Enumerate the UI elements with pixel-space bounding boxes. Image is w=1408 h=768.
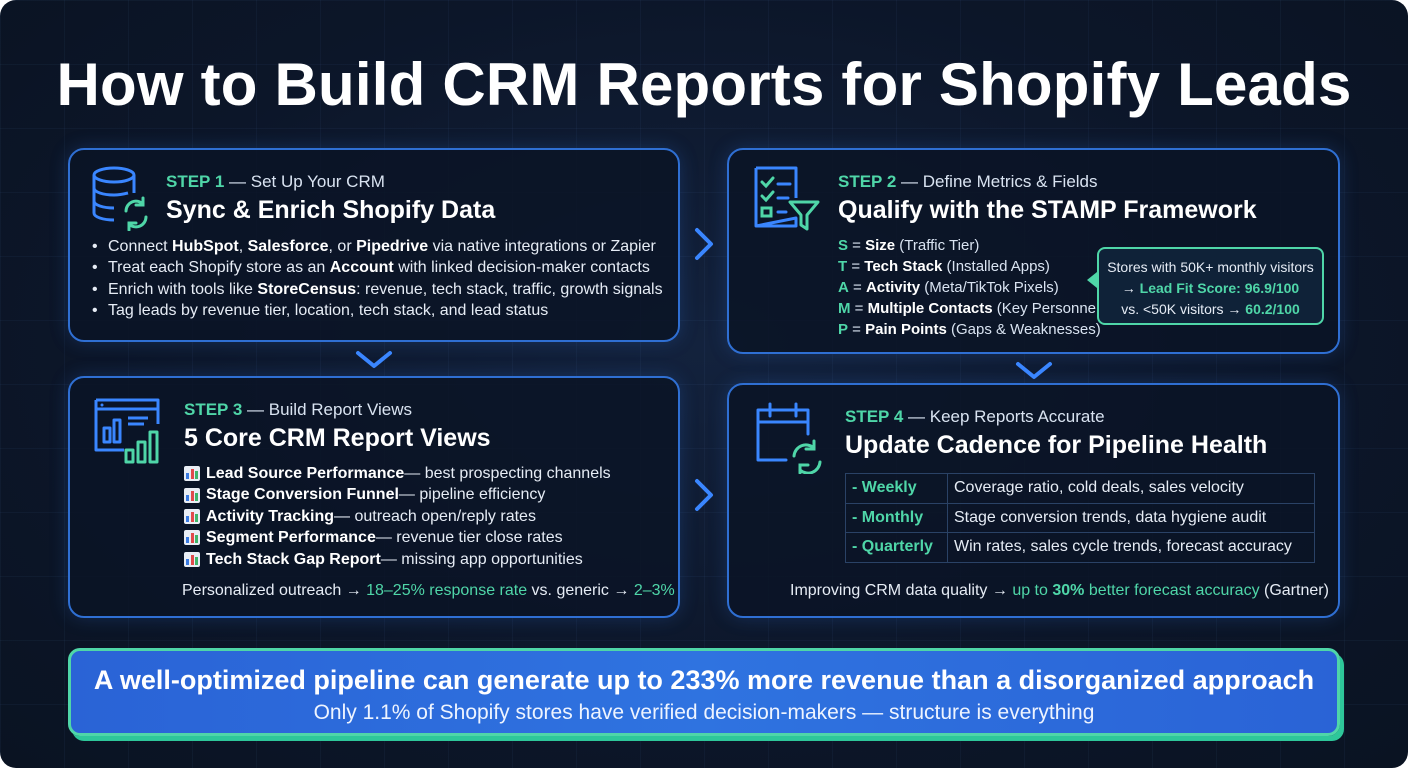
step1-bullet-list: Connect HubSpot, Salesforce, or Pipedriv…	[90, 236, 663, 321]
banner-headline: A well-optimized pipeline can generate u…	[93, 665, 1315, 695]
cadence-frequency: - Monthly	[845, 502, 948, 533]
lead-fit-callout: Stores with 50K+ monthly visitors → Lead…	[1097, 247, 1324, 325]
step4-label: STEP 4 — Keep Reports Accurate	[845, 407, 1105, 426]
stamp-row-p: P = Pain Points (Gaps & Weaknesses)	[838, 321, 1101, 338]
table-row: - Quarterly Win rates, sales cycle trends…	[845, 532, 1315, 563]
bar-chart-icon	[184, 551, 200, 567]
bar-chart-icon	[184, 530, 200, 546]
list-item: Enrich with tools like StoreCensus: reve…	[90, 279, 663, 301]
table-row: - Monthly Stage conversion trends, data h…	[845, 502, 1315, 533]
list-item: Stage Conversion Funnel — pipeline effic…	[184, 484, 611, 505]
step3-card	[68, 376, 680, 618]
database-sync-icon	[92, 166, 148, 231]
list-item: Segment Performance — revenue tier close…	[184, 527, 611, 548]
step3-label: STEP 3 — Build Report Views	[184, 400, 413, 419]
table-row: - Weekly Coverage ratio, cold deals, sale…	[845, 473, 1315, 504]
bar-chart-icon	[184, 466, 200, 482]
step3-stat-note: Personalized outreach → 18–25% response …	[182, 582, 675, 599]
step4-heading: Update Cadence for Pipeline Health	[845, 431, 1268, 459]
chevron-right-icon	[695, 228, 713, 260]
step2-label: STEP 2 — Define Metrics & Fields	[838, 172, 1098, 191]
chevron-right-icon	[695, 479, 713, 511]
cadence-tasks: Win rates, sales cycle trends, forecast …	[947, 532, 1315, 563]
stamp-row-a: A = Activity (Meta/TikTok Pixels)	[838, 279, 1059, 296]
list-item: Lead Source Performance — best prospecti…	[184, 463, 611, 484]
stamp-framework-list: S = Size (Traffic Tier) T = Tech Stack (…	[838, 235, 1104, 340]
stamp-row-t: T = Tech Stack (Installed Apps)	[838, 258, 1050, 275]
step1-heading: Sync & Enrich Shopify Data	[166, 196, 496, 224]
page-title: How to Build CRM Reports for Shopify Lea…	[56, 51, 1352, 118]
chevron-down-icon	[356, 351, 392, 368]
callout-line: Stores with 50K+ monthly visitors	[1107, 259, 1314, 275]
cadence-tasks: Coverage ratio, cold deals, sales veloci…	[947, 473, 1315, 504]
checklist-filter-icon	[754, 166, 820, 231]
list-item: Treat each Shopify store as an Account w…	[90, 257, 663, 279]
bar-chart-icon	[184, 487, 200, 503]
chevron-down-icon	[1016, 362, 1052, 379]
stamp-row-s: S = Size (Traffic Tier)	[838, 237, 980, 254]
report-views-list: Lead Source Performance — best prospecti…	[184, 463, 611, 570]
list-item: Tag leads by revenue tier, location, tec…	[90, 300, 663, 322]
stamp-row-m: M = Multiple Contacts (Key Personnel)	[838, 300, 1105, 317]
bar-chart-icon	[184, 509, 200, 525]
step2-heading: Qualify with the STAMP Framework	[838, 196, 1257, 224]
cadence-frequency: - Weekly	[845, 473, 948, 504]
list-item: Activity Tracking — outreach open/reply …	[184, 506, 611, 527]
bar-chart-dashboard-icon	[94, 398, 160, 464]
callout-line: → Lead Fit Score: 96.9/100	[1121, 280, 1300, 296]
update-cadence-table: - Weekly Coverage ratio, cold deals, sale…	[845, 473, 1315, 563]
step3-heading: 5 Core CRM Report Views	[184, 424, 491, 452]
cadence-tasks: Stage conversion trends, data hygiene au…	[947, 502, 1315, 533]
list-item: Tech Stack Gap Report — missing app oppo…	[184, 549, 611, 570]
summary-banner: A well-optimized pipeline can generate u…	[68, 648, 1340, 736]
step4-stat-note: Improving CRM data quality → up to 30% b…	[790, 582, 1329, 599]
callout-pointer	[1087, 272, 1097, 288]
step1-label: STEP 1 — Set Up Your CRM	[166, 172, 385, 191]
banner-subline: Only 1.1% of Shopify stores have verifie…	[313, 701, 1095, 724]
list-item: Connect HubSpot, Salesforce, or Pipedriv…	[90, 236, 663, 258]
calendar-refresh-icon	[756, 402, 822, 474]
callout-line: vs. <50K visitors → 60.2/100	[1121, 301, 1300, 317]
cadence-frequency: - Quarterly	[845, 532, 948, 563]
